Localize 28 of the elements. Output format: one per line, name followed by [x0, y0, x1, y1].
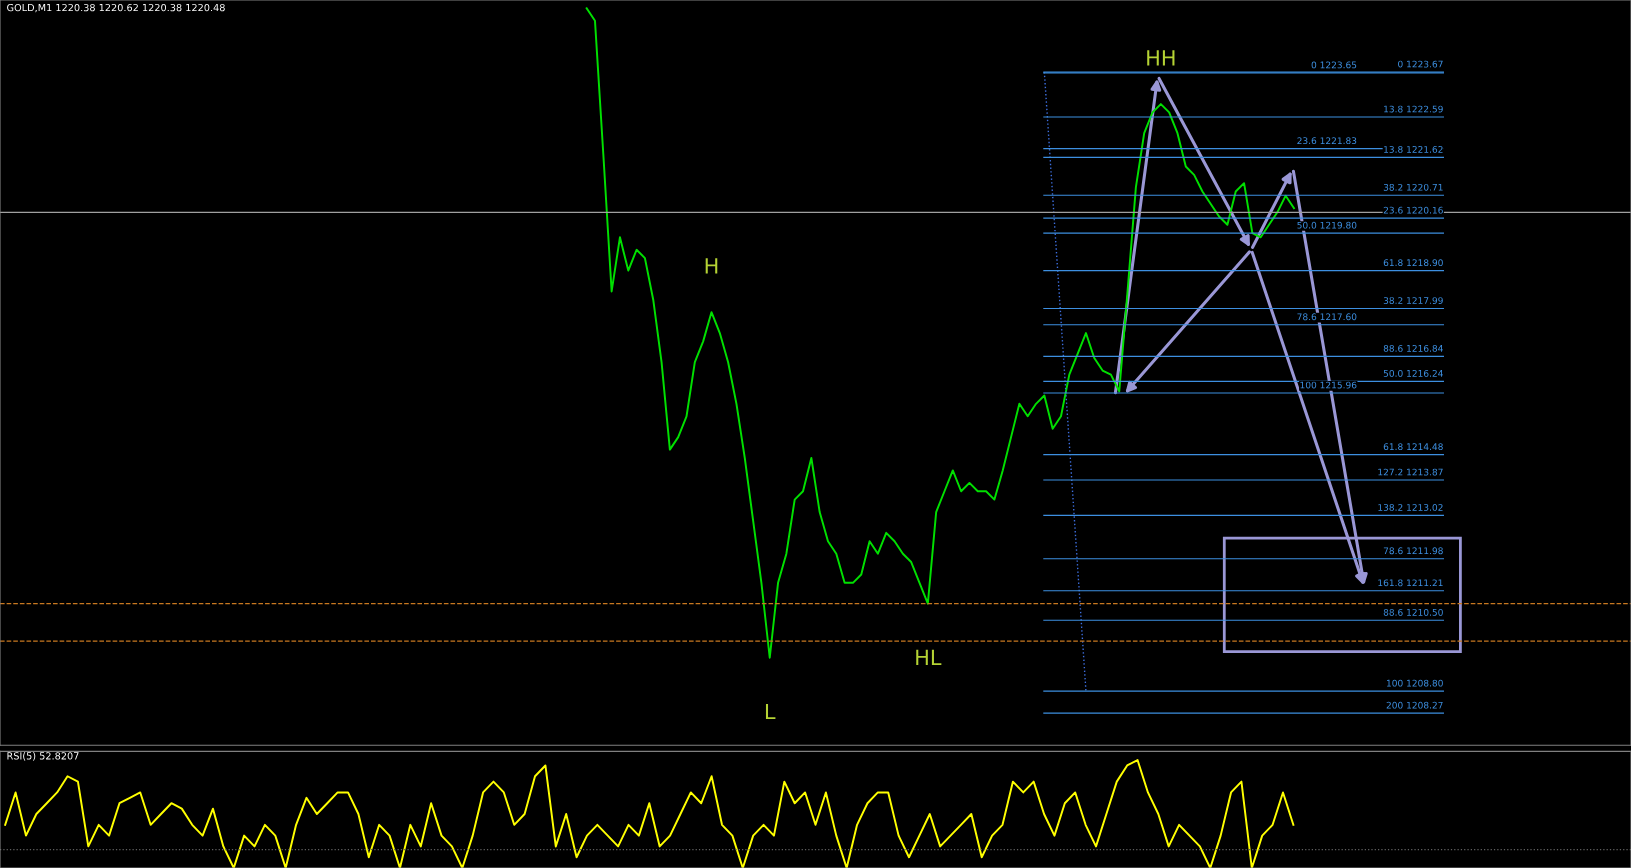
ref-line-label: 61.8 1214.48	[1383, 443, 1443, 451]
ref-line-label: 13.8 1222.59	[1384, 105, 1443, 113]
ref-line-label: 0 1223.67	[1398, 60, 1443, 68]
ref-line-label: 23.6 1221.83	[1297, 137, 1357, 145]
data-label: HL	[916, 649, 942, 665]
ref-line-label: 161.8 1211.21	[1378, 579, 1443, 587]
ref-line-label: 100 1215.96	[1300, 381, 1357, 389]
ref-line-label: 127.2 1213.87	[1378, 468, 1443, 476]
ref-line-label: 88.6 1216.84	[1383, 345, 1443, 352]
data-label: H	[705, 258, 718, 274]
ref-line-label: 78.6 1211.98	[1383, 547, 1443, 555]
data-label: L	[765, 703, 776, 720]
ref-line-label: 138.2 1213.02	[1378, 504, 1443, 511]
ref-line-label: 38.2 1220.71	[1383, 183, 1443, 191]
ref-line-label: 38.2 1217.99	[1383, 297, 1443, 304]
ref-line-label: 200 1208.27	[1386, 701, 1443, 709]
ref-line-label: 23.6 1220.16	[1383, 206, 1443, 214]
ref-line-label: 50.0 1216.24	[1383, 369, 1443, 377]
ref-line-label: 50.0 1219.80	[1297, 221, 1357, 229]
data-label: HH	[1147, 50, 1175, 66]
ref-line-label: 13.8 1221.62	[1384, 146, 1443, 153]
chart-title: GOLD,M1 1220.38 1220.62 1220.38 1220.48	[7, 3, 225, 13]
ref-line-label: 61.8 1218.90	[1383, 259, 1443, 267]
ref-line-label: 0 1223.65	[1311, 61, 1357, 69]
chart-title: RSI(5) 52.8207	[7, 752, 79, 761]
ref-line-label: 78.6 1217.60	[1297, 313, 1357, 321]
ref-line-label: 88.6 1210.50	[1383, 608, 1443, 616]
ref-line-label: 100 1208.80	[1386, 679, 1443, 687]
